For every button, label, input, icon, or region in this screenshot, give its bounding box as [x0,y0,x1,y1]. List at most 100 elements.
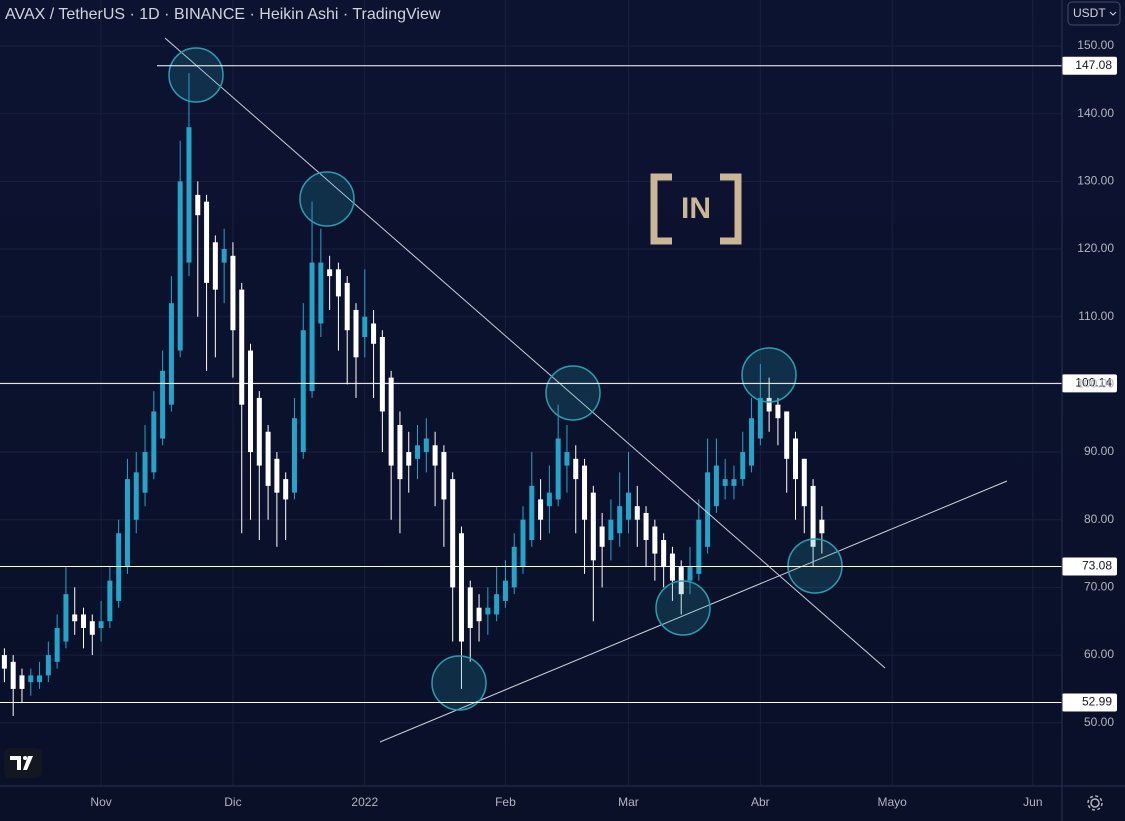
candle-body [291,418,297,493]
candle-body [19,675,25,689]
highlight-circle [741,347,797,403]
candle-body [749,418,755,466]
candle-body [45,655,51,676]
x-tick-label: 2022 [351,795,378,809]
highlight-circle [545,365,601,421]
candle-body [318,262,324,324]
candle-body [643,512,649,541]
candle-body [511,546,517,588]
x-tick-label: Mayo [878,795,908,809]
candle-body [608,519,614,541]
candle-body [634,506,640,520]
candle-body [248,350,254,453]
candle-body [160,370,166,439]
logo-bracket [650,173,672,245]
candle-body [256,397,262,466]
candle-body [740,452,746,480]
y-tick-label: 50.00 [1084,715,1114,729]
candle-body [458,533,464,642]
y-tick-label: 110.00 [1078,309,1114,323]
candle-body [221,249,227,263]
candle-body [283,479,289,500]
candle-body [362,316,368,338]
candle-body [388,377,394,466]
candle-body [599,526,605,547]
candle-body [300,330,306,453]
y-tick-label: 150.00 [1077,38,1114,52]
y-tick-label: 140.00 [1077,106,1114,120]
candle-body [555,438,561,500]
logo-bracket [720,173,742,245]
candle-body [63,594,69,642]
candle-body [582,465,588,520]
level-label-box [1062,374,1117,393]
candle-body [116,533,122,601]
candle-body [327,269,333,277]
candle-body [696,519,702,574]
candle-body [625,492,631,520]
chart-title: AVAX / TetherUS · 1D · BINANCE · Heikin … [5,6,441,23]
candle-body [239,289,245,405]
candle-body [546,492,552,507]
watermark-logo: IN [650,173,742,245]
candle-body [212,242,218,290]
logo-text: IN [681,192,711,225]
level-label-box [1062,693,1117,712]
candle-body [713,465,719,507]
currency-button[interactable] [1067,1,1121,26]
tv-logo-mark [10,756,33,770]
gear-teeth[interactable] [1087,795,1103,811]
candle-body [107,580,113,622]
candle-body [705,472,711,547]
candle-body [204,201,210,283]
gear-center[interactable] [1090,798,1100,808]
candle-body [168,303,174,405]
level-label-box [1062,56,1117,75]
axes: 50.00 60.00 70.00 80.00 90.00 100.00 110.00 120… [90,38,1114,809]
candle-body [406,452,412,466]
grid [0,0,1062,785]
settings-icon[interactable] [1087,795,1103,811]
candle-body [467,587,473,628]
candle-body [757,397,763,439]
candle-body [450,479,456,588]
candle-body [37,675,43,683]
candle-body [494,594,500,615]
candle-body [344,282,350,331]
candle-body [274,458,280,493]
candle-body [432,445,438,466]
candle-body [309,262,315,392]
y-tick-label: 90.00 [1084,444,1114,458]
horizontal-levels: 147.08 100.14 73.08 52.99 [0,56,1117,712]
candle-body [133,472,139,520]
candle-body [230,255,236,331]
candle-body [28,675,34,683]
candle-body [81,614,87,628]
candle-body [124,479,130,568]
highlight-circle [655,580,711,636]
x-tick-label: Feb [495,795,516,809]
candle-body [485,607,491,615]
tv-logo-dot [23,756,27,760]
candle-body [379,337,385,412]
candle-body [265,431,271,486]
candle-body [590,492,596,561]
candle-body [538,499,544,520]
x-tick-label: Nov [90,795,111,809]
candle-body [476,607,482,622]
candle-body [177,181,183,351]
candle-body [722,479,728,486]
highlight-circle [168,47,224,103]
level-label: 147.08 [1075,58,1112,72]
candle-body [371,323,377,344]
candle-body [669,553,675,581]
candle-body [415,445,421,459]
highlight-circle [431,655,487,711]
currency-label[interactable]: USDT [1073,6,1106,20]
y-tick-label: 60.00 [1084,647,1114,661]
candle-body [54,628,60,662]
candle-body [98,621,104,628]
candle-body [810,485,816,547]
y-tick-label: 100.00 [1077,377,1114,391]
